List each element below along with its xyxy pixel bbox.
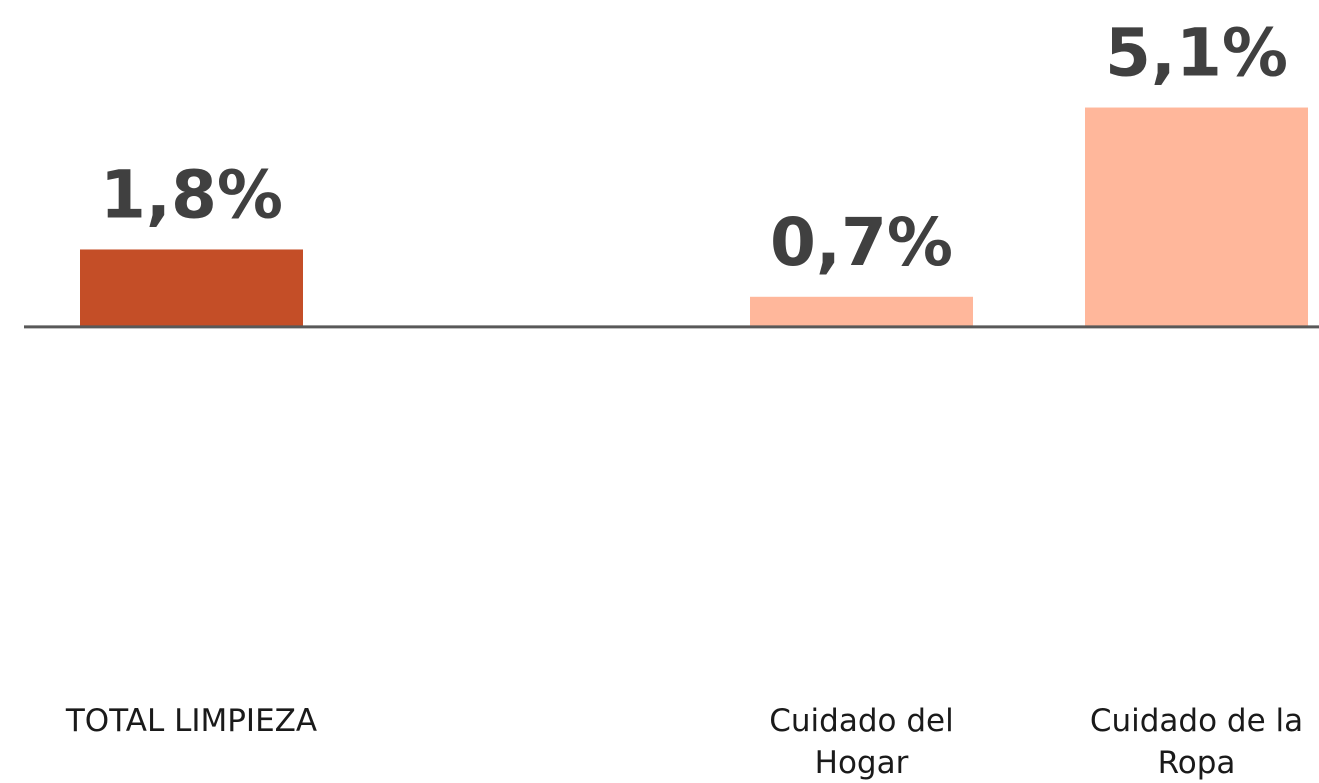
bar <box>80 249 303 327</box>
value-label: 0,7% <box>770 204 953 281</box>
value-label: 5,1% <box>1105 15 1288 92</box>
bar <box>1085 107 1308 327</box>
value-label: 1,8% <box>100 156 283 233</box>
bar <box>750 296 973 327</box>
x-tick-label: TOTAL LIMPIEZA <box>65 703 318 739</box>
x-tick-label: Cuidado de la Ropa <box>1089 703 1304 781</box>
x-tick-label: Cuidado del Hogar <box>769 703 954 781</box>
